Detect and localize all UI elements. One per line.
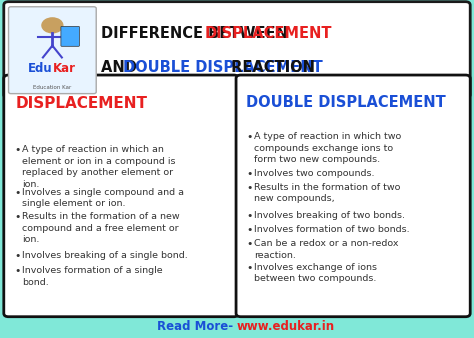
Text: •: • (14, 251, 20, 261)
Text: REACTION: REACTION (226, 60, 315, 75)
Text: •: • (246, 132, 253, 142)
Text: •: • (246, 183, 253, 193)
Text: A type of reaction in which two
compounds exchange ions to
form two new compound: A type of reaction in which two compound… (254, 132, 401, 164)
FancyBboxPatch shape (4, 2, 470, 98)
Text: Involves formation of a single
bond.: Involves formation of a single bond. (22, 266, 163, 287)
Text: Involves formation of two bonds.: Involves formation of two bonds. (254, 225, 410, 234)
FancyBboxPatch shape (236, 75, 470, 317)
Text: •: • (246, 263, 253, 273)
Text: Kar: Kar (52, 62, 75, 75)
Text: Involves exchange of ions
between two compounds.: Involves exchange of ions between two co… (254, 263, 377, 283)
Text: A type of reaction in which an
element or ion in a compound is
replaced by anoth: A type of reaction in which an element o… (22, 145, 175, 189)
Text: Edu: Edu (28, 62, 52, 75)
FancyBboxPatch shape (9, 7, 96, 94)
FancyBboxPatch shape (61, 26, 79, 46)
Text: •: • (246, 169, 253, 179)
Text: •: • (14, 145, 20, 155)
FancyBboxPatch shape (4, 75, 238, 317)
Text: DISPLACEMENT: DISPLACEMENT (205, 26, 332, 41)
Text: •: • (14, 266, 20, 276)
Text: Involves breaking of a single bond.: Involves breaking of a single bond. (22, 251, 188, 260)
Text: •: • (246, 225, 253, 235)
Text: Education Kar: Education Kar (33, 84, 72, 90)
Text: •: • (14, 212, 20, 222)
Text: •: • (14, 188, 20, 198)
Text: •: • (246, 239, 253, 249)
Text: www.edukar.in: www.edukar.in (237, 320, 335, 333)
Text: AND: AND (101, 60, 142, 75)
Text: DOUBLE DISPLACEMENT: DOUBLE DISPLACEMENT (246, 95, 446, 110)
Circle shape (42, 18, 63, 33)
Text: Read More-: Read More- (157, 320, 237, 333)
Text: Involves two compounds.: Involves two compounds. (254, 169, 374, 178)
Text: DOUBLE DISPLACEMENT: DOUBLE DISPLACEMENT (123, 60, 322, 75)
Text: Involves breaking of two bonds.: Involves breaking of two bonds. (254, 211, 405, 220)
Text: DIFFERENCE BETWEEN: DIFFERENCE BETWEEN (101, 26, 293, 41)
Text: DIFFERENCE BETWEEN ​DISPLACEMENT: DIFFERENCE BETWEEN ​DISPLACEMENT (101, 26, 420, 41)
Text: DISPLACEMENT: DISPLACEMENT (16, 96, 147, 111)
Text: Involves a single compound and a
single element or ion.: Involves a single compound and a single … (22, 188, 184, 208)
Text: Results in the formation of two
new compounds,: Results in the formation of two new comp… (254, 183, 401, 203)
Text: Results in the formation of a new
compound and a free element or
ion.: Results in the formation of a new compou… (22, 212, 180, 244)
Text: •: • (246, 211, 253, 221)
Text: Can be a redox or a non-redox
reaction.: Can be a redox or a non-redox reaction. (254, 239, 399, 260)
